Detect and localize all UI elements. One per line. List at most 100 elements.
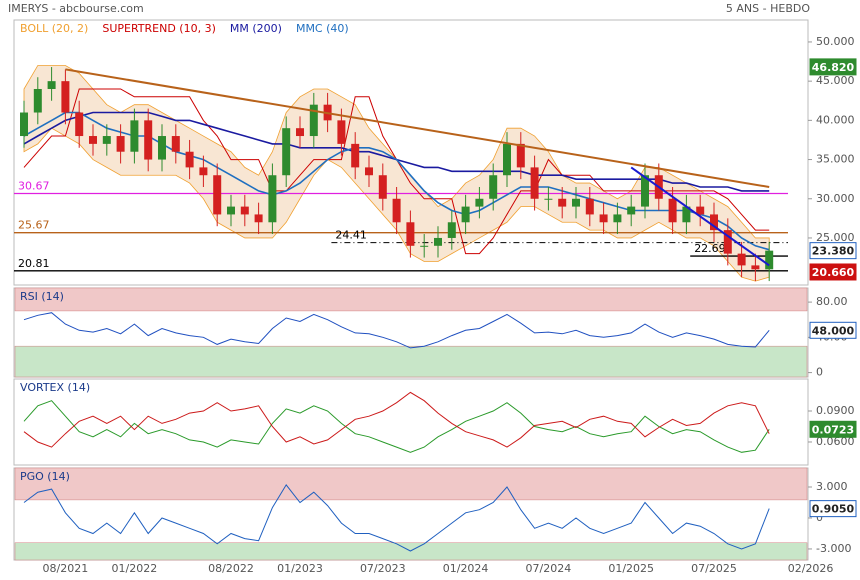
- panel-title: RSI (14): [20, 290, 64, 303]
- candle-body: [227, 206, 235, 215]
- y-tick-label: 0.0600: [816, 435, 855, 448]
- value-marker-label: 48.000: [812, 324, 855, 337]
- candle-body: [337, 120, 346, 144]
- series-line: [23, 484, 770, 552]
- candle-body: [434, 237, 442, 246]
- zone: [14, 287, 808, 312]
- candle-body: [309, 104, 318, 137]
- candle-body: [475, 198, 484, 207]
- zone: [14, 542, 808, 561]
- candle-body: [682, 206, 691, 223]
- candle-body: [613, 214, 622, 223]
- candle-body: [33, 88, 42, 113]
- candle-body: [420, 245, 429, 247]
- value-marker: [809, 242, 857, 260]
- x-tick-label: 07/2025: [691, 562, 737, 575]
- panel-title: PGO (14): [20, 470, 70, 483]
- candle-body: [737, 253, 746, 266]
- candle-body: [406, 222, 415, 246]
- value-marker-label: 20.660: [812, 266, 855, 279]
- y-tick-label: 40.000: [816, 113, 855, 126]
- y-tick-label: 0.0900: [816, 404, 855, 417]
- x-tick-label: 07/2023: [360, 562, 406, 575]
- candle-body: [365, 167, 373, 176]
- series-line: [23, 400, 770, 453]
- x-tick-label: 01/2022: [112, 562, 158, 575]
- candle-body: [213, 175, 222, 215]
- y-tick-label: 35.000: [816, 153, 855, 166]
- candle-body: [585, 198, 594, 215]
- candle-body: [572, 198, 580, 207]
- x-tick-label: 07/2024: [526, 562, 572, 575]
- trend-line: [65, 68, 770, 188]
- candle-body: [351, 143, 360, 168]
- candle-body: [461, 206, 470, 223]
- x-tick-label: 01/2024: [443, 562, 489, 575]
- candle-body: [282, 128, 291, 176]
- candle-body: [20, 112, 28, 137]
- y-tick-label: -3.000: [816, 542, 851, 555]
- x-tick-label: 01/2023: [277, 562, 323, 575]
- zone: [14, 467, 808, 501]
- candle-body: [544, 198, 553, 200]
- value-marker-label: 0.9050: [812, 503, 855, 516]
- candle-body: [627, 206, 636, 215]
- series-line: [23, 312, 770, 349]
- level-label: 25.67: [18, 219, 50, 232]
- y-tick-label: 0: [816, 511, 823, 524]
- candle-body: [254, 214, 263, 223]
- legend-label: MM (200): [230, 22, 282, 35]
- x-tick-label: 08/2022: [208, 562, 254, 575]
- value-marker: [809, 263, 857, 281]
- value-marker: [809, 58, 857, 76]
- candle-body: [447, 222, 456, 238]
- chart-subtitle: 5 ANS - HEBDO: [726, 2, 810, 15]
- value-marker: [809, 420, 857, 438]
- candle-body: [392, 198, 401, 223]
- candle-body: [240, 206, 249, 215]
- zone: [14, 345, 808, 378]
- legend-label: BOLL (20, 2): [20, 22, 88, 35]
- candle-body: [516, 143, 525, 168]
- level-label: 20.81: [18, 257, 50, 270]
- candle-body: [489, 175, 498, 199]
- candle-body: [751, 265, 760, 270]
- candle-body: [89, 136, 97, 144]
- value-marker-label: 0.0723: [812, 423, 854, 436]
- candle-body: [171, 136, 180, 152]
- value-marker-label: 23.380: [812, 245, 855, 258]
- candle-body: [599, 214, 608, 223]
- candle-body: [158, 136, 166, 160]
- y-tick-label: 80.00: [816, 295, 848, 308]
- candle-body: [530, 167, 539, 199]
- candle-body: [503, 143, 511, 176]
- y-tick-label: 3.000: [816, 480, 848, 493]
- candle-body: [558, 198, 567, 207]
- series-line: [23, 391, 770, 448]
- y-tick-label: 45.000: [816, 74, 855, 87]
- y-tick-label: 30.000: [816, 192, 855, 205]
- value-marker-label: 46.820: [812, 61, 855, 74]
- candle-body: [268, 175, 277, 223]
- candle-body: [47, 81, 56, 89]
- x-tick-label: 02/2026: [788, 562, 834, 575]
- x-tick-label: 08/2021: [43, 562, 89, 575]
- y-tick-label: 25.000: [816, 231, 855, 244]
- chart-title: IMERYS - abcbourse.com: [8, 2, 144, 15]
- candle-body: [75, 112, 84, 137]
- candle-body: [765, 250, 774, 270]
- level-label: 22.69: [694, 242, 726, 255]
- y-tick-label: 0: [816, 366, 823, 379]
- candle-body: [116, 136, 125, 152]
- candle-body: [696, 206, 705, 215]
- level-label: 30.67: [18, 180, 50, 193]
- value-marker: [809, 321, 857, 339]
- x-tick-label: 01/2025: [608, 562, 654, 575]
- legend-label: MMC (40): [296, 22, 349, 35]
- candle-body: [378, 175, 387, 199]
- candle-body: [144, 120, 153, 160]
- candle-body: [641, 175, 649, 207]
- candle-body: [723, 230, 732, 254]
- candle-body: [185, 151, 194, 168]
- candle-body: [61, 81, 70, 113]
